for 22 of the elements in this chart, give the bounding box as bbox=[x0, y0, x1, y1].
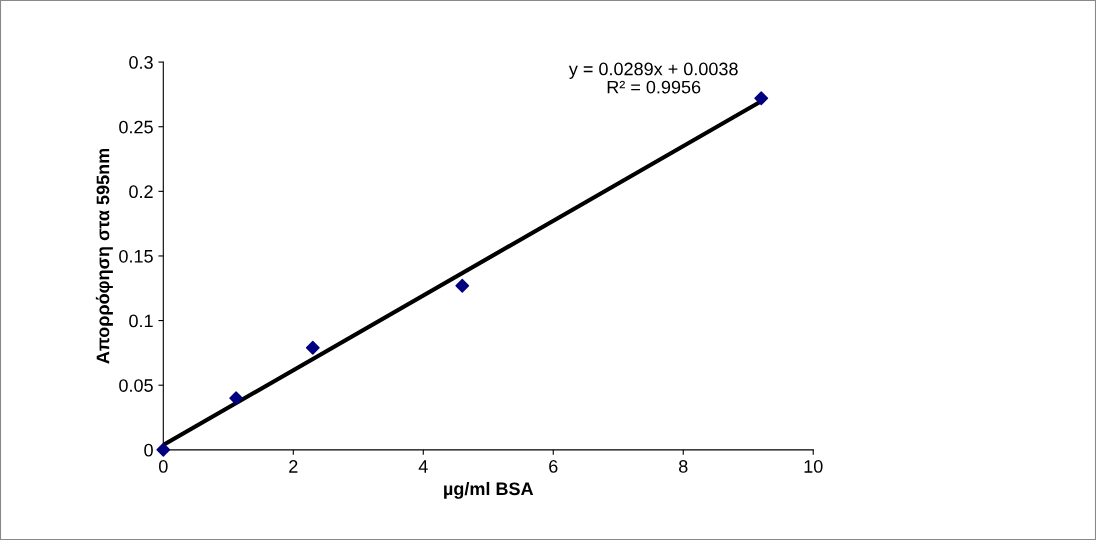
y-tick-label: 0.15 bbox=[119, 249, 153, 263]
y-tick-label: 0.25 bbox=[119, 120, 153, 134]
point bbox=[754, 91, 769, 106]
y-tick-label: 0.1 bbox=[129, 314, 153, 328]
x-tick-label: 0 bbox=[158, 460, 168, 473]
y-tick-label: 0.3 bbox=[129, 56, 153, 69]
x-tick-label: 2 bbox=[289, 460, 298, 473]
point bbox=[229, 391, 244, 406]
annotation: R² = 0.9956 bbox=[607, 80, 701, 94]
y-tick-label: 0 bbox=[144, 443, 153, 457]
y-axis-title: Απορρόφηση στα 595nm bbox=[95, 148, 113, 364]
x-tick-label: 10 bbox=[804, 460, 823, 473]
y-tick-label: 0.05 bbox=[119, 379, 153, 392]
y-tick-label: 0.2 bbox=[129, 185, 153, 199]
x-axis-title: µg/ml BSA bbox=[444, 481, 534, 499]
point bbox=[305, 340, 320, 355]
x-tick-label: 6 bbox=[549, 460, 558, 473]
point bbox=[156, 442, 171, 457]
x-tick-label: 8 bbox=[679, 460, 688, 473]
annotation: y = 0.0289x + 0.0038 bbox=[568, 62, 738, 79]
x-tick-label: 4 bbox=[418, 460, 428, 473]
point bbox=[455, 278, 470, 293]
